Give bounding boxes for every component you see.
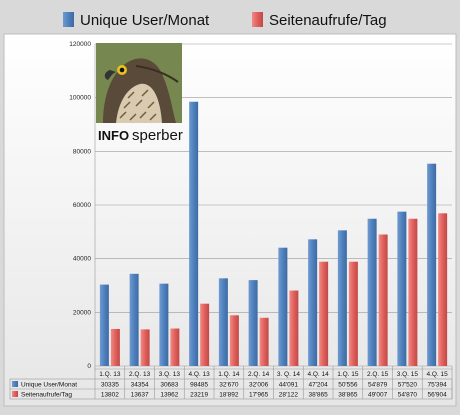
grid xyxy=(94,43,453,370)
table-row-label: Seitenaufrufe/Tag xyxy=(21,392,72,399)
table-cell: 13802 xyxy=(101,392,119,399)
bar-unique-user-5 xyxy=(248,280,258,366)
legend: Unique User/Monat Seitenaufrufe/Tag xyxy=(63,12,387,29)
logo-text-bold: INFO xyxy=(98,128,129,143)
y-tick-label: 100000 xyxy=(69,95,91,102)
table-cell: 30335 xyxy=(101,382,119,389)
table-cell: 57'520 xyxy=(398,382,418,389)
bar-unique-user-6 xyxy=(278,247,288,366)
legend-swatch-seitenaufrufe xyxy=(252,12,263,27)
bar-seitenaufrufe-4 xyxy=(229,315,239,366)
bar-seitenaufrufe-5 xyxy=(259,317,269,366)
bar-seitenaufrufe-11 xyxy=(438,213,448,366)
x-tick-label: 4.Q. 13 xyxy=(188,371,210,378)
bar-unique-user-0 xyxy=(99,284,109,366)
bar-seitenaufrufe-8 xyxy=(348,261,358,366)
x-tick-label: 2.Q. 15 xyxy=(367,371,389,378)
bar-seitenaufrufe-2 xyxy=(170,328,180,366)
table-cell: 32'006 xyxy=(249,382,269,389)
y-tick-label: 80000 xyxy=(73,148,91,155)
y-tick-label: 120000 xyxy=(69,41,91,48)
table-cell: 54'870 xyxy=(398,392,418,399)
data-table: 1.Q. 13 2.Q. 13 3.Q. 13 4.Q. 13 1.Q. 14 2.Q. … xyxy=(9,368,453,400)
x-tick-label: 1.Q. 14 xyxy=(218,371,240,378)
table-cell: 32'670 xyxy=(219,382,239,389)
logo-text-regular: sperber xyxy=(132,127,183,144)
table-cell: 98485 xyxy=(190,382,208,389)
bar-seitenaufrufe-9 xyxy=(378,234,388,366)
bar-unique-user-2 xyxy=(159,283,169,366)
bars xyxy=(99,101,448,366)
y-tick-label: 60000 xyxy=(73,202,91,209)
x-tick-label: 4.Q. 14 xyxy=(307,371,329,378)
table-cell: 47'204 xyxy=(308,382,328,389)
table-cell: 23219 xyxy=(190,392,208,399)
infosperber-logo: INFO sperber xyxy=(96,43,183,144)
bar-seitenaufrufe-0 xyxy=(110,328,120,366)
y-tick-label: 40000 xyxy=(73,256,91,263)
x-tick-label: 1.Q. 13 xyxy=(99,371,121,378)
y-tick-label: 20000 xyxy=(73,309,91,316)
y-tick-labels: 0 20000 40000 60000 80000 100000 120000 xyxy=(69,41,91,370)
table-cell: 75'394 xyxy=(427,382,447,389)
y-tick-label: 0 xyxy=(87,363,91,370)
legend-label-seitenaufrufe: Seitenaufrufe/Tag xyxy=(269,12,387,29)
table-cell: 56'904 xyxy=(427,392,447,399)
table-cell: 50'556 xyxy=(338,382,358,389)
table-cell: 13637 xyxy=(131,392,149,399)
table-cell: 38'865 xyxy=(308,392,328,399)
table-cell: 17'965 xyxy=(249,392,269,399)
bar-seitenaufrufe-1 xyxy=(140,329,150,366)
x-tick-label: 2.Q. 14 xyxy=(248,371,270,378)
table-cell: 18'892 xyxy=(219,392,239,399)
x-tick-label: 3. Q. 14 xyxy=(277,371,301,378)
table-legend-swatch xyxy=(12,381,18,387)
x-tick-label: 4.Q. 15 xyxy=(426,371,448,378)
table-legend-swatch xyxy=(12,391,18,397)
x-tick-label: 2.Q. 13 xyxy=(129,371,151,378)
x-tick-label: 3.Q. 13 xyxy=(159,371,181,378)
table-cell: 34354 xyxy=(131,382,149,389)
legend-swatch-unique-user xyxy=(63,12,74,27)
table-cell: 49'007 xyxy=(368,392,388,399)
table-cell: 54'879 xyxy=(368,382,388,389)
bar-unique-user-3 xyxy=(189,101,199,366)
bar-seitenaufrufe-10 xyxy=(408,218,418,366)
bar-unique-user-7 xyxy=(308,239,318,366)
legend-label-unique-user: Unique User/Monat xyxy=(80,12,210,29)
table-cell: 44'091 xyxy=(279,382,299,389)
bar-unique-user-1 xyxy=(129,273,139,366)
bar-seitenaufrufe-7 xyxy=(319,261,329,366)
table-cell: 38'865 xyxy=(338,392,358,399)
bar-unique-user-8 xyxy=(337,230,347,366)
table-cell: 30683 xyxy=(160,382,178,389)
x-tick-label: 1.Q. 15 xyxy=(337,371,359,378)
bar-unique-user-10 xyxy=(397,211,407,366)
bar-unique-user-9 xyxy=(367,218,377,366)
bar-seitenaufrufe-3 xyxy=(200,303,210,366)
table-cell: 28'122 xyxy=(279,392,299,399)
table-cell: 13962 xyxy=(160,392,178,399)
bar-seitenaufrufe-6 xyxy=(289,290,299,366)
bar-unique-user-11 xyxy=(427,163,437,366)
table-row-label: Unique User/Monat xyxy=(21,382,77,389)
bar-unique-user-4 xyxy=(218,278,228,366)
x-tick-label: 3.Q. 15 xyxy=(397,371,419,378)
